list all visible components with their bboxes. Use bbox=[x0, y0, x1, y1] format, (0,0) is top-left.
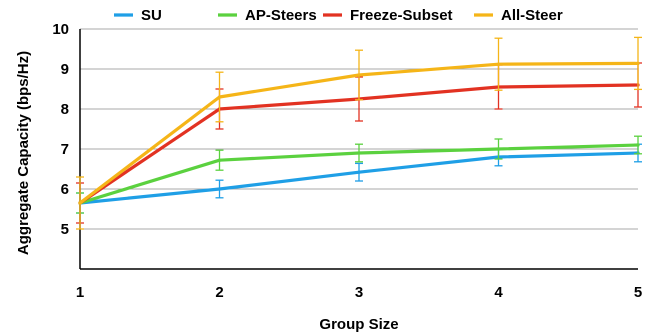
data-point bbox=[357, 151, 361, 155]
y-axis-title: Aggregate Capacity (bps/Hz) bbox=[15, 51, 32, 255]
data-point bbox=[357, 170, 361, 174]
data-point bbox=[217, 95, 222, 99]
series-ap-steers bbox=[76, 135, 642, 214]
legend-item: All-Steer bbox=[474, 7, 563, 24]
y-tick-label: 10 bbox=[52, 21, 69, 38]
data-point bbox=[78, 201, 82, 205]
data-point bbox=[357, 73, 361, 77]
legend-item: SU bbox=[114, 7, 162, 24]
legend-label: All-Steer bbox=[501, 7, 563, 24]
tick-labels: 5 6 7 8 9 10 1 2 3 4 5 bbox=[52, 21, 642, 301]
x-tick-label: 3 bbox=[355, 284, 363, 301]
x-tick-label: 4 bbox=[494, 284, 503, 301]
data-point bbox=[217, 158, 222, 162]
x-tick-label: 2 bbox=[215, 284, 223, 301]
data-point bbox=[496, 62, 501, 66]
legend-label: SU bbox=[141, 7, 162, 24]
data-point bbox=[636, 61, 640, 65]
y-tick-label: 6 bbox=[61, 181, 69, 198]
data-point bbox=[636, 143, 640, 147]
legend-item: Freeze-Subset bbox=[323, 7, 453, 24]
y-tick-label: 8 bbox=[61, 101, 69, 118]
y-tick-label: 7 bbox=[61, 141, 69, 158]
x-tick-label: 1 bbox=[76, 284, 84, 301]
y-tick-label: 9 bbox=[61, 61, 69, 78]
legend-item: AP-Steers bbox=[218, 7, 317, 24]
x-axis-title: Group Size bbox=[319, 316, 398, 333]
legend-label: AP-Steers bbox=[245, 7, 317, 24]
data-point bbox=[496, 147, 501, 151]
series-all-steer bbox=[76, 36, 642, 230]
x-tick-label: 5 bbox=[634, 284, 642, 301]
legend: SU AP-Steers Freeze-Subset All-Steer bbox=[114, 7, 563, 24]
legend-label: Freeze-Subset bbox=[350, 7, 453, 24]
data-point bbox=[217, 187, 222, 191]
y-tick-label: 5 bbox=[61, 221, 69, 238]
series-group bbox=[76, 36, 642, 230]
